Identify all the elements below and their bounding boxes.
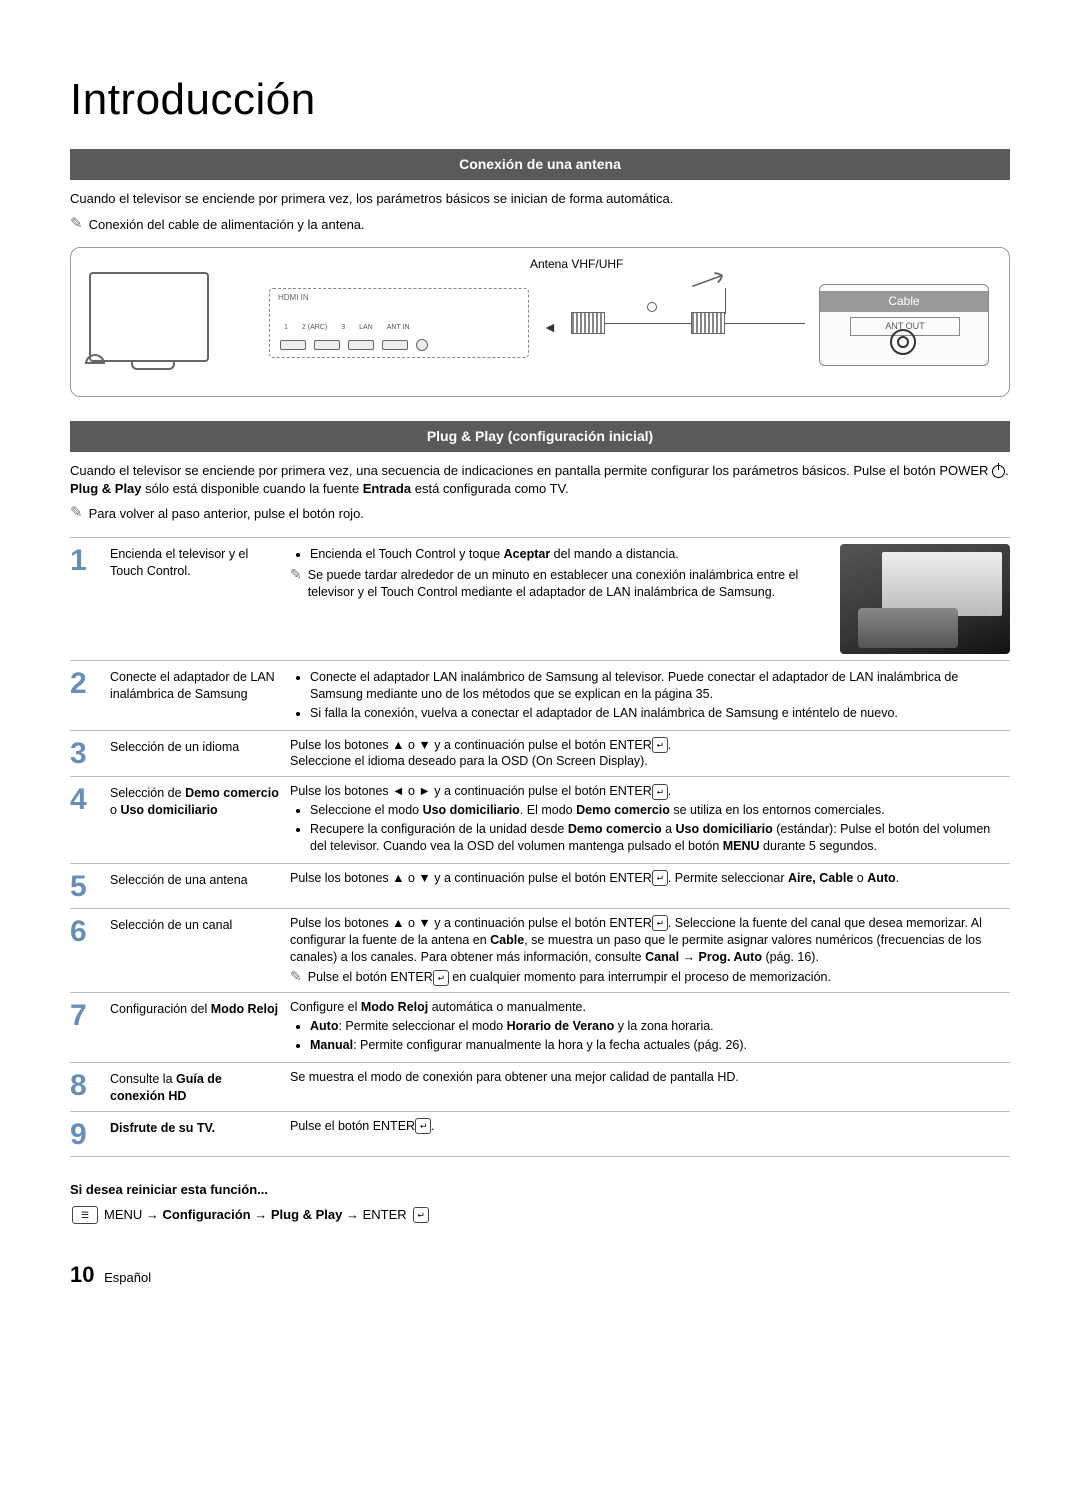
enter-icon: ↵ (413, 1207, 429, 1223)
step-number: 6 (70, 915, 110, 987)
antenna-diagram: Antena VHF/UHF HDMI IN 1 2 (ARC) 3 LAN A… (70, 247, 1010, 397)
step-label: Disfrute de su TV. (110, 1118, 290, 1150)
step-description: Pulse el botón ENTER↵. (290, 1118, 1010, 1150)
step-label: Selección de un canal (110, 915, 290, 987)
step-description: Conecte el adaptador LAN inalámbrico de … (290, 667, 1010, 724)
step-label: Selección de un idioma (110, 737, 290, 771)
step-label: Encienda el televisor y el Touch Control… (110, 544, 290, 654)
enter-icon: ↵ (652, 784, 668, 800)
step-row: 8Consulte la Guía de conexión HDSe muest… (70, 1063, 1010, 1112)
tv-outline (89, 272, 209, 362)
page-title: Introducción (70, 70, 1010, 129)
step-row: 6Selección de un canalPulse los botones … (70, 909, 1010, 994)
step-row: 4Selección de Demo comercio o Uso domici… (70, 777, 1010, 864)
wifi-icon: ››› (970, 598, 988, 622)
note-text: Para volver al paso anterior, pulse el b… (89, 505, 364, 523)
step-label: Consulte la Guía de conexión HD (110, 1069, 290, 1105)
step-label: Selección de una antena (110, 870, 290, 902)
page-number: 10 (70, 1262, 94, 1287)
step-row: 3Selección de un idiomaPulse los botones… (70, 731, 1010, 778)
enter-icon: ↵ (433, 970, 449, 986)
connector-o (647, 302, 657, 312)
antenna-label: Antena VHF/UHF (530, 256, 623, 272)
step-label: Selección de Demo comercio o Uso domicil… (110, 783, 290, 857)
step-row: 7Configuración del Modo RelojConfigure e… (70, 993, 1010, 1063)
section1-note: ✎ Conexión del cable de alimentación y l… (70, 216, 1010, 234)
step-label: Conecte el adaptador de LAN inalámbrica … (110, 667, 290, 724)
section-header-plugplay: Plug & Play (configuración inicial) (70, 421, 1010, 452)
step-row: 1Encienda el televisor y el Touch Contro… (70, 538, 1010, 661)
reset-heading: Si desea reiniciar esta función... (70, 1181, 1010, 1199)
section2-intro: Cuando el televisor se enciende por prim… (70, 462, 1010, 497)
note-icon: ✎ (70, 505, 83, 520)
note-icon: ✎ (70, 216, 83, 231)
step-description: Encienda el Touch Control y toque Acepta… (290, 544, 830, 654)
tv-backpanel: HDMI IN 1 2 (ARC) 3 LAN ANT IN (269, 288, 529, 358)
step-number: 3 (70, 737, 110, 771)
enter-icon: ↵ (415, 1118, 431, 1134)
power-icon (992, 465, 1005, 478)
section-header-antenna: Conexión de una antena (70, 149, 1010, 180)
menu-icon: ☰ (72, 1206, 98, 1224)
port-labels: 1 2 (ARC) 3 LAN ANT IN (284, 323, 410, 332)
page-footer: 10 Español (70, 1260, 1010, 1290)
step-description: Se muestra el modo de conexión para obte… (290, 1069, 1010, 1105)
step-row: 2Conecte el adaptador de LAN inalámbrica… (70, 661, 1010, 731)
section1-intro: Cuando el televisor se enciende por prim… (70, 190, 1010, 208)
step-number: 2 (70, 667, 110, 724)
step1-thumbnail: ››› (840, 544, 1010, 654)
coax-icon (890, 329, 916, 355)
step-description: Pulse los botones ◄ o ► y a continuación… (290, 783, 1010, 857)
hdmi-label: HDMI IN (278, 293, 309, 304)
splitter-1 (571, 312, 605, 334)
step-number: 7 (70, 999, 110, 1056)
cable-label: Cable (820, 291, 988, 311)
step-number: 4 (70, 783, 110, 857)
enter-icon: ↵ (652, 915, 668, 931)
step-description: Pulse los botones ▲ o ▼ y a continuación… (290, 915, 1010, 987)
step-number: 8 (70, 1069, 110, 1105)
step-row: 9Disfrute de su TV.Pulse el botón ENTER↵… (70, 1112, 1010, 1157)
reset-path: ☰ MENU → Configuración → Plug & Play → E… (72, 1206, 1010, 1224)
step-number: 5 (70, 870, 110, 902)
step-description: Pulse los botones ▲ o ▼ y a continuación… (290, 870, 1010, 902)
steps-table: 1Encienda el televisor y el Touch Contro… (70, 537, 1010, 1157)
step-description: Configure el Modo Reloj automática o man… (290, 999, 1010, 1056)
splitter-2 (691, 312, 725, 334)
arrow-icon: ◄ (543, 318, 557, 337)
reset-section: Si desea reiniciar esta función... ☰ MEN… (70, 1181, 1010, 1225)
enter-icon: ↵ (652, 737, 668, 753)
step-row: 5Selección de una antenaPulse los botone… (70, 864, 1010, 909)
step-number: 9 (70, 1118, 110, 1150)
page-language: Español (104, 1270, 151, 1285)
step-number: 1 (70, 544, 110, 654)
step-label: Configuración del Modo Reloj (110, 999, 290, 1056)
section2-note: ✎ Para volver al paso anterior, pulse el… (70, 505, 1010, 523)
cable-box: Cable ANT OUT (819, 284, 989, 366)
step-description: Pulse los botones ▲ o ▼ y a continuación… (290, 737, 1010, 771)
enter-icon: ↵ (652, 870, 668, 886)
note-text: Conexión del cable de alimentación y la … (89, 216, 365, 234)
